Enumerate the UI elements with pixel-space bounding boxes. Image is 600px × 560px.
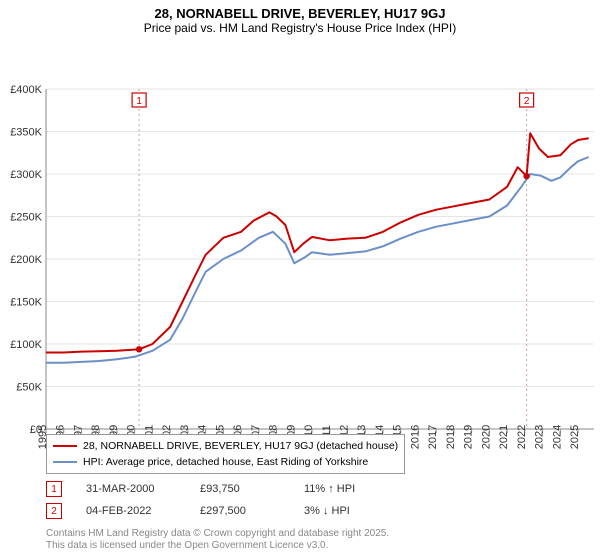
transaction-delta: 3% ↓ HPI: [304, 505, 394, 517]
svg-text:£350K: £350K: [10, 127, 42, 139]
legend-label: 28, NORNABELL DRIVE, BEVERLEY, HU17 9GJ …: [83, 438, 398, 454]
svg-text:2019: 2019: [463, 425, 475, 449]
series-price_paid: [46, 133, 589, 352]
attribution-line2: This data is licensed under the Open Gov…: [46, 540, 389, 552]
svg-text:£200K: £200K: [10, 254, 42, 266]
attribution-text: Contains HM Land Registry data © Crown c…: [46, 528, 389, 552]
event-dot-2: [523, 173, 529, 179]
svg-text:2018: 2018: [445, 425, 457, 449]
svg-text:£150K: £150K: [10, 297, 42, 309]
svg-text:2020: 2020: [480, 425, 492, 449]
transaction-date: 04-FEB-2022: [86, 505, 176, 517]
legend-series: 28, NORNABELL DRIVE, BEVERLEY, HU17 9GJ …: [46, 434, 405, 474]
svg-text:£250K: £250K: [10, 212, 42, 224]
svg-text:2016: 2016: [409, 425, 421, 449]
chart-title: 28, NORNABELL DRIVE, BEVERLEY, HU17 9GJ: [0, 0, 600, 21]
transaction-marker: 1: [46, 481, 62, 497]
svg-text:£400K: £400K: [10, 84, 42, 96]
transaction-price: £93,750: [200, 483, 280, 495]
legend-swatch: [53, 461, 77, 463]
transaction-marker: 2: [46, 503, 62, 519]
svg-text:2025: 2025: [569, 425, 581, 449]
svg-text:2017: 2017: [427, 425, 439, 449]
legend-label: HPI: Average price, detached house, East…: [83, 454, 368, 470]
attribution-line1: Contains HM Land Registry data © Crown c…: [46, 528, 389, 540]
svg-text:2024: 2024: [551, 425, 563, 449]
transaction-row: 2 04-FEB-2022 £297,500 3% ↓ HPI: [46, 500, 394, 522]
svg-text:2: 2: [524, 96, 530, 107]
chart-plot: £0£50K£100K£150K£200K£250K£300K£350K£400…: [0, 39, 600, 469]
transaction-date: 31-MAR-2000: [86, 483, 176, 495]
svg-text:2022: 2022: [516, 425, 528, 449]
legend-item: 28, NORNABELL DRIVE, BEVERLEY, HU17 9GJ …: [53, 438, 398, 454]
svg-text:£50K: £50K: [16, 382, 42, 394]
event-dot-1: [136, 346, 142, 352]
transaction-price: £297,500: [200, 505, 280, 517]
chart-subtitle: Price paid vs. HM Land Registry's House …: [0, 21, 600, 39]
transaction-delta: 11% ↑ HPI: [304, 483, 394, 495]
svg-text:1: 1: [136, 96, 142, 107]
legend-swatch: [53, 445, 77, 447]
transaction-row: 1 31-MAR-2000 £93,750 11% ↑ HPI: [46, 478, 394, 500]
svg-text:£300K: £300K: [10, 169, 42, 181]
transactions-table: 1 31-MAR-2000 £93,750 11% ↑ HPI 2 04-FEB-2022…: [46, 478, 394, 522]
svg-text:£100K: £100K: [10, 339, 42, 351]
legend-item: HPI: Average price, detached house, East…: [53, 454, 398, 470]
chart-container: 28, NORNABELL DRIVE, BEVERLEY, HU17 9GJ …: [0, 0, 600, 560]
svg-text:2021: 2021: [498, 425, 510, 449]
svg-text:2023: 2023: [534, 425, 546, 449]
